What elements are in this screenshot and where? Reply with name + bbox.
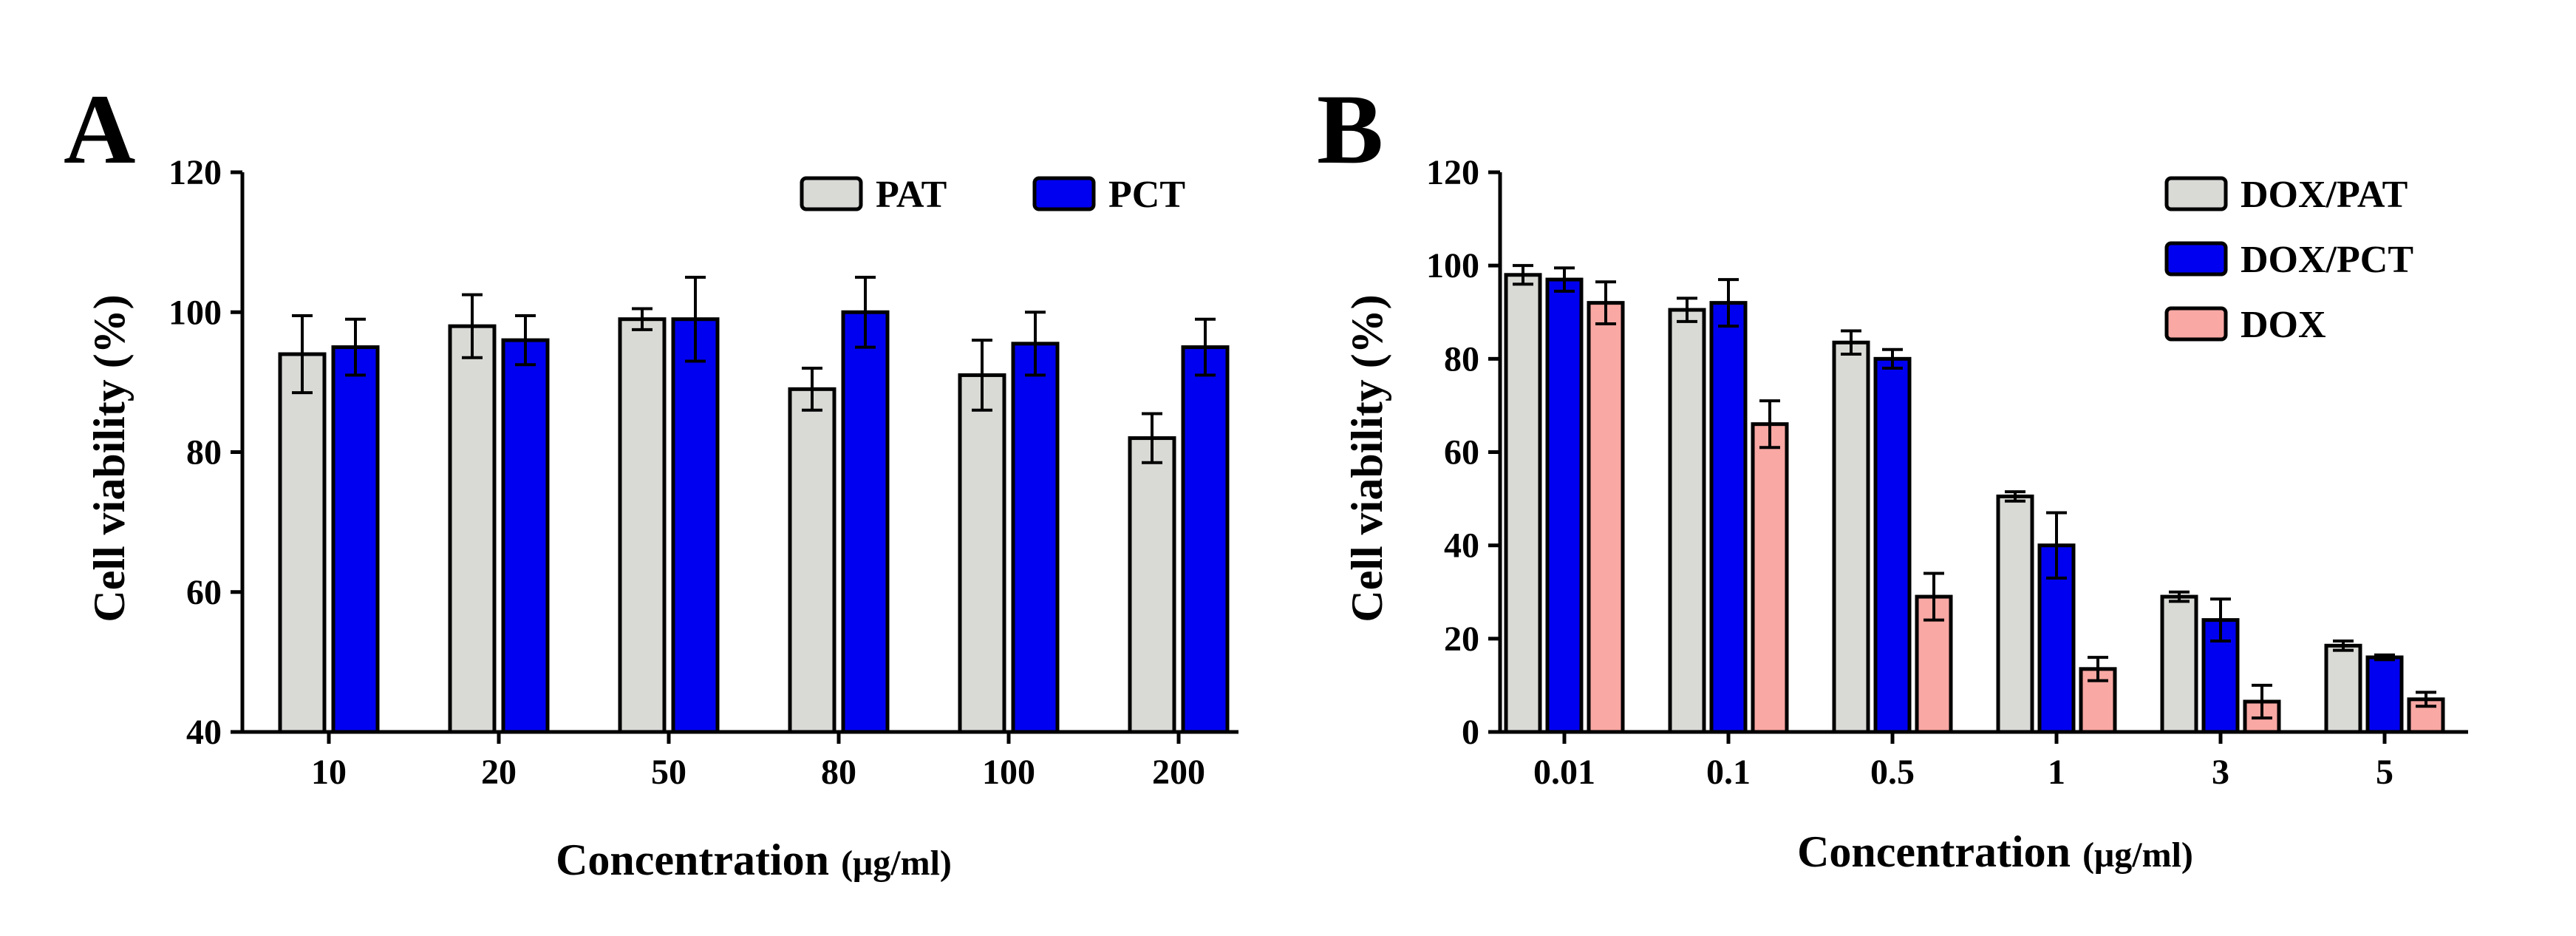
panel-b-x-tick-label: 5 (2376, 753, 2393, 792)
panel-a-bar-pct (1181, 345, 1230, 734)
panel-b-legend: DOX/PAT DOX/PCT DOX (2164, 174, 2413, 346)
panel-b-x-tick-label: 3 (2212, 753, 2229, 792)
panel-a-bar-pat (448, 324, 497, 734)
panel-b-bar-dox-pat (2324, 643, 2362, 734)
panel-a-y-tick-label: 80 (186, 433, 222, 472)
panel-a-x-tick-label: 100 (982, 753, 1035, 792)
panel-a-bar-pat (958, 373, 1006, 734)
panel-b-legend-label-dox-pct: DOX/PCT (2241, 239, 2413, 281)
panel-b-legend-label-dox-pat: DOX/PAT (2241, 174, 2408, 216)
panel-a-bar-pat (618, 317, 667, 734)
panel-b-bar-dox-pat (1504, 273, 1542, 734)
panel-a-y-axis-title: Cell viability (%) (85, 294, 134, 622)
panel-a-y-tick-label: 40 (186, 713, 222, 752)
panel-b-bar-dox-pct (2365, 655, 2404, 734)
panel-b-x-tick-label: 1 (2048, 753, 2065, 792)
panel-b-bar-dox-pct (1545, 277, 1584, 734)
panel-a-legend-label-pct: PCT (1108, 174, 1185, 216)
panel-a-y-tick-label: 120 (168, 153, 222, 192)
panel-a-chart: A Cell viability (%) Concentration (μg/m… (64, 75, 1238, 884)
panel-b-y-tick-label: 100 (1426, 246, 1479, 285)
panel-a-x-tick-label: 20 (481, 753, 517, 792)
panel-a-x-tick-label: 80 (821, 753, 856, 792)
panel-a-x-axis-title: Concentration (μg/ml) (556, 835, 952, 884)
panel-b-bar-dox-pat (1832, 340, 1870, 734)
panel-b-x-axis-title-main: Concentration (1797, 827, 2071, 876)
panel-b-x-tick-label: 0.1 (1706, 753, 1751, 792)
panel-a-x-tick-label: 50 (651, 753, 686, 792)
panel-b-y-tick-label: 60 (1444, 433, 1479, 472)
panel-a-x-tick-label: 10 (311, 753, 347, 792)
panel-a-legend-swatch-pat (800, 176, 863, 211)
panel-b-y-axis-title: Cell viability (%) (1343, 294, 1391, 622)
panel-b-x-axis-title: Concentration (μg/ml) (1797, 827, 2193, 876)
panel-a-bar-pct (841, 310, 890, 734)
panel-a-legend-label-pat: PAT (876, 174, 947, 216)
panel-a-y-tick-label: 60 (186, 573, 222, 612)
panel-b-bar-dox-pat (1668, 308, 1706, 734)
panel-b-bar-dox (2079, 667, 2117, 734)
panel-b-bar-dox-pat (2160, 594, 2198, 734)
panel-b-y-tick-label: 40 (1444, 526, 1479, 566)
panel-b-x-tick-label: 0.5 (1870, 753, 1915, 792)
panel-b-bar-dox (1587, 301, 1625, 734)
panel-b-bar-dox-pct (1873, 356, 1912, 734)
panel-a-bar-pct (331, 345, 380, 734)
panel-b-legend-swatch-dox-pct (2164, 241, 2228, 277)
panel-b-legend-swatch-dox-pat (2164, 176, 2228, 211)
panel-b-y-tick-label: 20 (1444, 620, 1479, 659)
panel-a-bar-pct (671, 317, 720, 734)
panel-b-x-axis-unit: (μg/ml) (2082, 835, 2193, 875)
panel-a-bar-pat (1128, 436, 1176, 734)
panel-b-bar-dox-pct (1709, 301, 1748, 734)
panel-b-legend-swatch-dox (2164, 306, 2228, 342)
panel-a-plot-area: 40 60 80 100 120 10 20 50 80 100 200 (168, 153, 1238, 792)
panel-a-bar-pct (1011, 342, 1060, 734)
panel-b-bar-dox (1751, 422, 1789, 734)
panel-b-x-tick-label: 0.01 (1533, 753, 1595, 792)
panel-b-label: B (1317, 75, 1383, 185)
panel-a-x-tick-label: 200 (1152, 753, 1205, 792)
panel-b-bar-dox-pat (1996, 494, 2034, 734)
panel-a-bar-pct (501, 338, 550, 734)
panel-a-legend-swatch-pct (1032, 176, 1096, 211)
panel-a-x-axis-unit: (μg/ml) (841, 844, 952, 883)
panel-b-plot-area: 0 20 40 60 80 100 120 0.01 0.1 0.5 1 3 5 (1426, 153, 2468, 792)
panel-b-y-tick-label: 120 (1426, 153, 1479, 192)
panel-a-y-tick-label: 100 (168, 293, 222, 332)
panel-b-y-tick-label: 80 (1444, 339, 1479, 379)
panel-a-legend: PAT PCT (800, 174, 1185, 216)
panel-a-bar-pat (788, 387, 836, 734)
panel-a-x-axis-title-main: Concentration (556, 835, 829, 884)
panel-b-legend-label-dox: DOX (2241, 304, 2326, 346)
panel-b-y-tick-label: 0 (1462, 713, 1479, 752)
panel-b-chart: B Cell viability (%) Concentration (μg/m… (1317, 75, 2468, 876)
panel-a-bar-pat (278, 352, 327, 734)
panel-a-label: A (64, 75, 136, 185)
